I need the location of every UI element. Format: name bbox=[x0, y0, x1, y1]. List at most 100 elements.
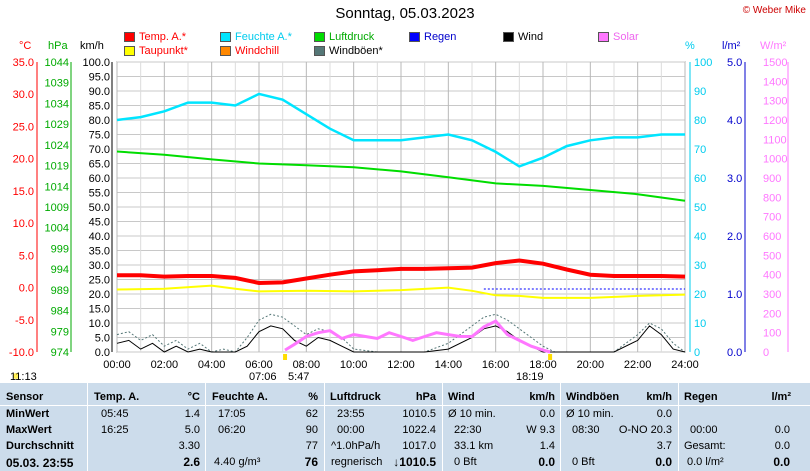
wm2-axis-header: W/m² bbox=[760, 40, 787, 52]
stats-table bbox=[0, 383, 810, 471]
wind-tick-label: 35.0 bbox=[89, 246, 110, 258]
pressure-tick-label: 989 bbox=[51, 285, 69, 297]
wind-distance: 33.1 km bbox=[454, 440, 494, 452]
sunrise-end-time: 5:47 bbox=[288, 371, 310, 383]
sunset-end-time: 18:19 bbox=[516, 371, 544, 383]
hdr-gust: Windböen bbox=[566, 391, 620, 403]
humidity-tick-label: 60 bbox=[694, 173, 706, 185]
pressure-tick-label: 1044 bbox=[45, 57, 69, 69]
legend-temp: Temp. A.* bbox=[124, 31, 186, 43]
temp-tick-label: 35.0 bbox=[13, 57, 34, 69]
wind-avg-value: 1.4 bbox=[539, 440, 555, 452]
x-tick-label: 08:00 bbox=[293, 359, 321, 371]
wind-tick-label: 60.0 bbox=[89, 173, 110, 185]
pressure-tick-label: 994 bbox=[51, 264, 69, 276]
wind-tick-label: 40.0 bbox=[89, 231, 110, 243]
humidity-tick-label: 30 bbox=[694, 260, 706, 272]
table-header-divider bbox=[0, 405, 810, 406]
gust-beaufort: 0 Bft bbox=[572, 456, 595, 468]
temp-tick-label: 30.0 bbox=[13, 89, 34, 101]
hdr-rain: Regen bbox=[684, 391, 718, 403]
table-col-divider bbox=[442, 383, 443, 471]
legend-rain-swatch bbox=[409, 32, 420, 42]
legend-dewpoint: Taupunkt* bbox=[124, 45, 188, 57]
legend-humidity-label: Feuchte A.* bbox=[235, 31, 292, 43]
temp-max-time: 16:25 bbox=[101, 424, 129, 436]
solar-tick-label: 600 bbox=[763, 231, 781, 243]
sunrise-time: 07:06 bbox=[249, 371, 277, 383]
rain-tick-label: 2.0 bbox=[727, 231, 742, 243]
legend-wind-swatch bbox=[503, 32, 514, 42]
abs-humidity: 4.40 g/m³ bbox=[214, 456, 261, 468]
legend-pressure-label: Luftdruck bbox=[329, 31, 375, 43]
hum-max-value: 90 bbox=[305, 424, 318, 436]
pressure-tick-label: 1029 bbox=[45, 119, 69, 131]
hdr-gust-unit: km/h bbox=[646, 391, 672, 403]
rain-max-time: 00:00 bbox=[690, 424, 718, 436]
table-col-divider bbox=[560, 383, 561, 471]
wind-tick-label: 30.0 bbox=[89, 260, 110, 272]
wind-tick-label: 65.0 bbox=[89, 159, 110, 171]
wind-tick-label: 5.0 bbox=[95, 333, 110, 345]
hdr-humidity-unit: % bbox=[308, 391, 318, 403]
temp-tick-label: 10.0 bbox=[13, 218, 34, 230]
pressure-tick-label: 1009 bbox=[45, 202, 69, 214]
rain-tick-label: 3.0 bbox=[727, 173, 742, 185]
chart-canvas: 35.0 30.0 25.0 20.0 15.0 10.0 5.0 0.0 -5.0 -10.0 1… bbox=[9, 57, 789, 379]
rain-current-value: 0.0 bbox=[773, 455, 790, 469]
table-col-divider bbox=[324, 383, 325, 471]
legend-gust: Windböen* bbox=[314, 45, 383, 57]
pressure-tick-label: 974 bbox=[51, 347, 69, 359]
x-tick-label: 22:00 bbox=[624, 359, 652, 371]
hdr-humidity: Feuchte A. bbox=[212, 391, 268, 403]
pressure-tick-label: 1004 bbox=[45, 223, 69, 235]
humidity-tick-label: 10 bbox=[694, 318, 706, 330]
solar-tick-label: 900 bbox=[763, 173, 781, 185]
temp-tick-label: 20.0 bbox=[13, 154, 34, 166]
wind-tick-label: 10.0 bbox=[89, 318, 110, 330]
sunrise-marker bbox=[283, 354, 288, 360]
solar-tick-label: 0 bbox=[763, 347, 769, 359]
press-trend-rate: ^1.0hPa/h bbox=[331, 440, 381, 452]
x-tick-label: 00:00 bbox=[103, 359, 131, 371]
temp-tick-label: 5.0 bbox=[19, 250, 34, 262]
legend-gust-label: Windböen* bbox=[329, 45, 383, 57]
rain-tick-label: 5.0 bbox=[727, 57, 742, 69]
hdr-sensor: Sensor bbox=[6, 391, 44, 403]
table-col-divider bbox=[678, 383, 679, 471]
solar-tick-label: 1200 bbox=[763, 115, 787, 127]
solar-tick-label: 200 bbox=[763, 308, 781, 320]
legend-temp-label: Temp. A.* bbox=[139, 31, 187, 43]
wind-tick-label: 20.0 bbox=[89, 289, 110, 301]
brand-label[interactable]: © Weber Mike bbox=[742, 5, 806, 16]
humidity-tick-label: 80 bbox=[694, 115, 706, 127]
wind-tick-label: 95.0 bbox=[89, 72, 110, 84]
pressure-tick-label: 979 bbox=[51, 326, 69, 338]
hum-min-value: 62 bbox=[305, 408, 318, 420]
kmh-axis-header: km/h bbox=[80, 40, 104, 52]
wind-current-value: 0.0 bbox=[538, 455, 555, 469]
temp-current-value: 2.6 bbox=[183, 455, 200, 469]
legend-dewpoint-label: Taupunkt* bbox=[139, 45, 188, 57]
gust-current-value: 0.0 bbox=[655, 455, 672, 469]
hdr-pressure-unit: hPa bbox=[415, 391, 436, 403]
pressure-tick-label: 1034 bbox=[45, 98, 69, 110]
wind-tick-label: 25.0 bbox=[89, 275, 110, 287]
gust-avg-value: 3.7 bbox=[656, 440, 672, 452]
solar-tick-label: 1000 bbox=[763, 154, 787, 166]
percent-axis-header: % bbox=[685, 40, 695, 52]
pressure-tick-label: 1019 bbox=[45, 161, 69, 173]
rain-total-value: 0.0 bbox=[774, 440, 790, 452]
wind-tick-label: 15.0 bbox=[89, 304, 110, 316]
legend-wind-label: Wind bbox=[518, 31, 544, 43]
wind-tick-label: 0.0 bbox=[95, 347, 110, 359]
hum-max-time: 06:20 bbox=[218, 424, 246, 436]
legend-humidity: Feuchte A.* bbox=[220, 31, 292, 43]
hum-avg-value: 77 bbox=[305, 440, 318, 452]
temp-tick-label: 0.0 bbox=[19, 283, 34, 295]
solar-tick-label: 700 bbox=[763, 212, 781, 224]
hum-min-time: 17:05 bbox=[218, 408, 246, 420]
pressure-tick-label: 999 bbox=[51, 243, 69, 255]
wind-tick-label: 75.0 bbox=[89, 130, 110, 142]
wind-tick-label: 45.0 bbox=[89, 217, 110, 229]
